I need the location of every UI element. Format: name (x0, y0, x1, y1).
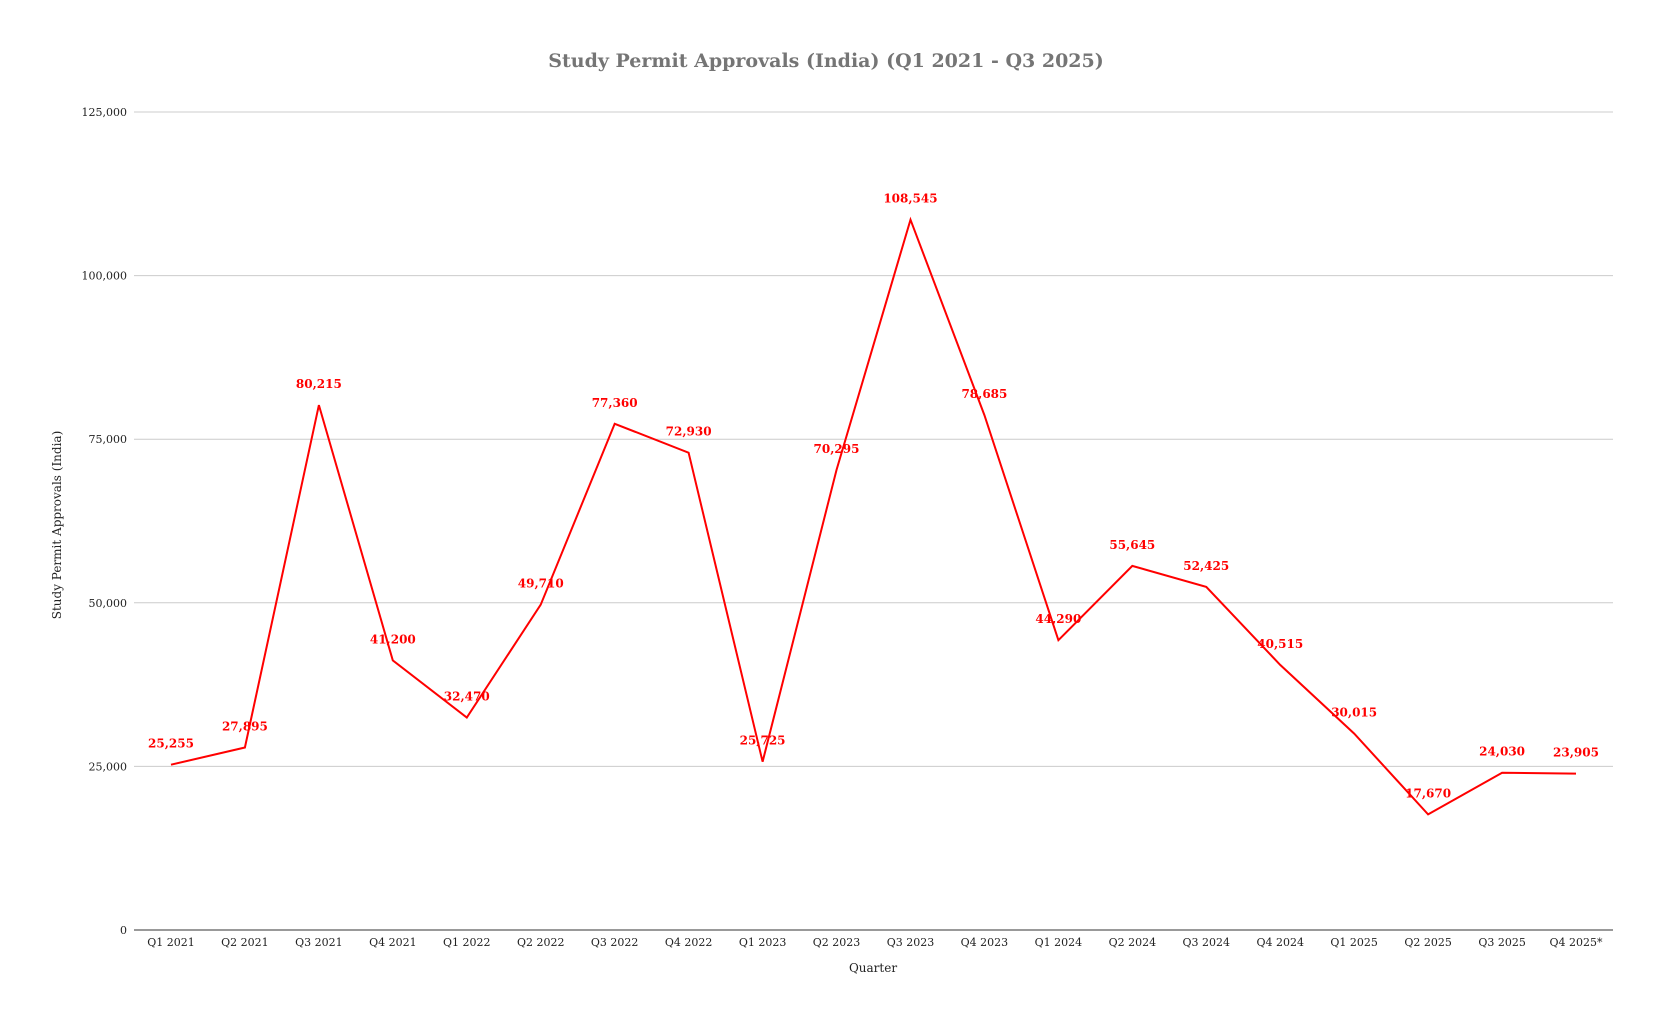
data-labels: 25,255 27,895 80,215 41,200 32,470 49,710 77,3… (148, 192, 1599, 801)
data-label: 72,930 (666, 425, 712, 439)
data-label: 24,030 (1479, 745, 1525, 759)
x-tick-label: Q4 2024 (1256, 936, 1304, 949)
series-line (170, 216, 1577, 816)
x-tick-label: Q4 2023 (961, 936, 1009, 949)
x-tick-label: Q3 2025 (1478, 936, 1526, 949)
y-tick-label: 25,000 (89, 760, 128, 773)
x-tick-label: Q4 2025* (1550, 936, 1604, 949)
x-tick-label: Q2 2023 (813, 936, 861, 949)
data-label: 70,295 (814, 442, 860, 456)
series-approvals (170, 216, 1577, 816)
x-tick-label: Q1 2023 (739, 936, 787, 949)
data-label: 55,645 (1109, 538, 1155, 552)
data-label: 25,725 (740, 734, 786, 748)
x-tick-label: Q2 2025 (1404, 936, 1452, 949)
y-axis-ticks: 0 25,000 50,000 75,000 100,000 125,000 (82, 106, 128, 937)
data-label: 52,425 (1183, 559, 1229, 573)
chart-title: Study Permit Approvals (India) (Q1 2021 … (548, 50, 1103, 72)
data-label: 25,255 (148, 737, 194, 751)
gridlines (134, 111, 1613, 931)
y-tick-label: 0 (120, 924, 127, 937)
data-label: 80,215 (296, 377, 342, 391)
data-label: 77,360 (592, 396, 638, 410)
data-label: 40,515 (1257, 637, 1303, 651)
data-label: 108,545 (883, 192, 937, 206)
y-tick-label: 100,000 (82, 270, 128, 283)
data-label: 23,905 (1553, 746, 1599, 760)
x-axis-title: Quarter (849, 961, 897, 975)
data-label: 78,685 (961, 387, 1007, 401)
y-tick-label: 50,000 (89, 597, 128, 610)
x-tick-label: Q3 2022 (591, 936, 639, 949)
data-label: 17,670 (1405, 786, 1451, 800)
x-tick-label: Q2 2022 (517, 936, 565, 949)
x-tick-label: Q1 2022 (443, 936, 491, 949)
x-tick-label: Q1 2021 (147, 936, 195, 949)
data-label: 44,290 (1035, 612, 1081, 626)
x-tick-label: Q1 2024 (1035, 936, 1083, 949)
x-tick-label: Q4 2021 (369, 936, 417, 949)
data-label: 27,895 (222, 719, 268, 733)
y-tick-label: 75,000 (89, 433, 128, 446)
x-axis-ticks: Q1 2021 Q2 2021 Q3 2021 Q4 2021 Q1 2022 Q2 20… (147, 936, 1603, 949)
x-tick-label: Q3 2023 (887, 936, 935, 949)
data-label: 49,710 (518, 577, 564, 591)
x-tick-label: Q3 2021 (295, 936, 343, 949)
x-tick-label: Q3 2024 (1183, 936, 1231, 949)
data-label: 41,200 (370, 632, 416, 646)
x-tick-label: Q2 2024 (1109, 936, 1157, 949)
data-label: 32,470 (444, 690, 490, 704)
x-tick-label: Q2 2021 (221, 936, 269, 949)
x-tick-label: Q1 2025 (1330, 936, 1378, 949)
y-axis-title: Study Permit Approvals (India) (50, 431, 64, 620)
y-tick-label: 125,000 (82, 106, 128, 119)
data-label: 30,015 (1331, 706, 1377, 720)
x-tick-label: Q4 2022 (665, 936, 713, 949)
